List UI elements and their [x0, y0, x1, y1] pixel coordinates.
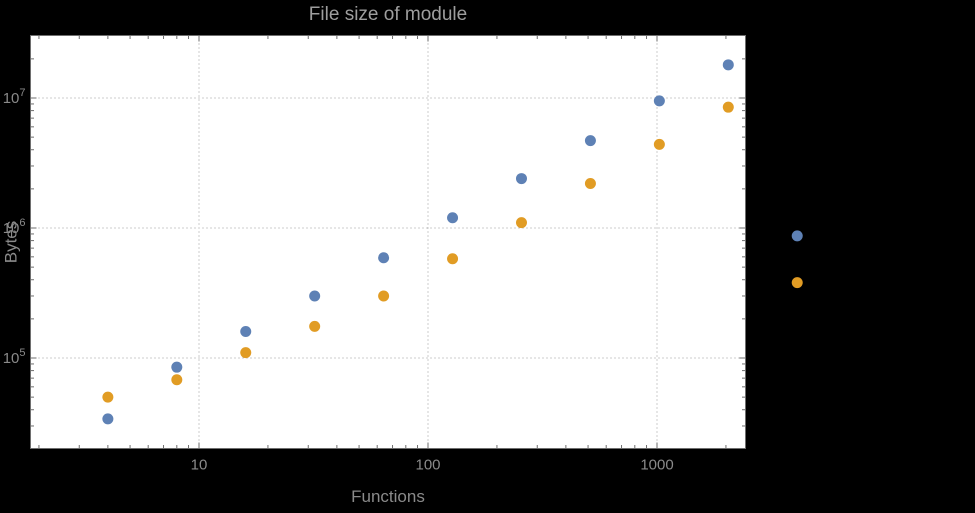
y-axis-label: Bytes: [1, 220, 20, 263]
plot-area: [30, 35, 746, 449]
data-point: [515, 217, 527, 229]
y-tick-label: 106: [3, 217, 26, 237]
data-point: [240, 325, 252, 337]
series-1-blue: [102, 59, 803, 425]
data-point: [447, 212, 459, 224]
y-tick-label: 105: [3, 347, 26, 367]
y-axis-label-wrap: Bytes: [0, 35, 22, 448]
x-tick-label: 1000: [640, 457, 673, 474]
data-point: [102, 391, 114, 403]
data-point: [791, 277, 803, 289]
x-axis-label: Functions: [351, 487, 425, 506]
data-point: [309, 290, 321, 302]
data-point: [378, 252, 390, 264]
data-point: [791, 230, 803, 242]
series-2-orange: [102, 101, 803, 403]
y-tick-label: 107: [3, 87, 26, 107]
plot-frame: [30, 35, 746, 449]
data-point: [102, 413, 114, 425]
data-point: [378, 290, 390, 302]
data-point: [171, 361, 183, 373]
data-point: [447, 253, 459, 265]
data-point: [584, 135, 596, 147]
data-point: [240, 347, 252, 359]
data-point: [653, 95, 665, 107]
data-point: [171, 374, 183, 386]
chart-title: File size of module: [308, 4, 468, 25]
data-point: [722, 59, 734, 71]
data-point: [584, 177, 596, 189]
data-point: [653, 138, 665, 150]
data-point: [309, 320, 321, 332]
x-tick-label: 10: [191, 457, 208, 474]
data-point: [722, 101, 734, 113]
data-point: [515, 173, 527, 185]
x-tick-label: 100: [415, 457, 440, 474]
